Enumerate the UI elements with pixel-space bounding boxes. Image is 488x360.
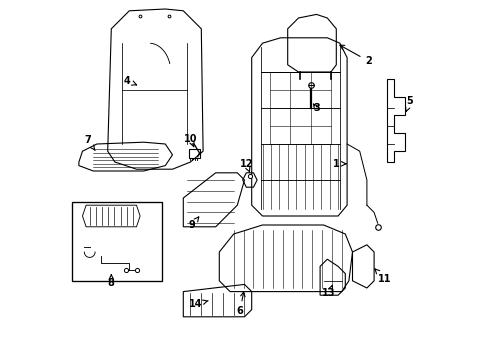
Text: 9: 9 <box>188 217 199 230</box>
Text: 3: 3 <box>312 103 319 113</box>
Text: 12: 12 <box>239 159 252 172</box>
Bar <box>188 149 199 158</box>
Text: 6: 6 <box>236 292 244 316</box>
Text: 13: 13 <box>322 285 335 298</box>
Text: 2: 2 <box>339 45 371 66</box>
Text: 10: 10 <box>183 134 197 147</box>
Text: 14: 14 <box>189 299 208 309</box>
Text: 8: 8 <box>108 275 115 288</box>
Text: 4: 4 <box>124 76 136 86</box>
Text: 1: 1 <box>332 159 345 169</box>
Text: 5: 5 <box>405 96 413 112</box>
Bar <box>72 202 162 281</box>
Text: 11: 11 <box>374 269 391 284</box>
Text: 7: 7 <box>84 135 95 150</box>
